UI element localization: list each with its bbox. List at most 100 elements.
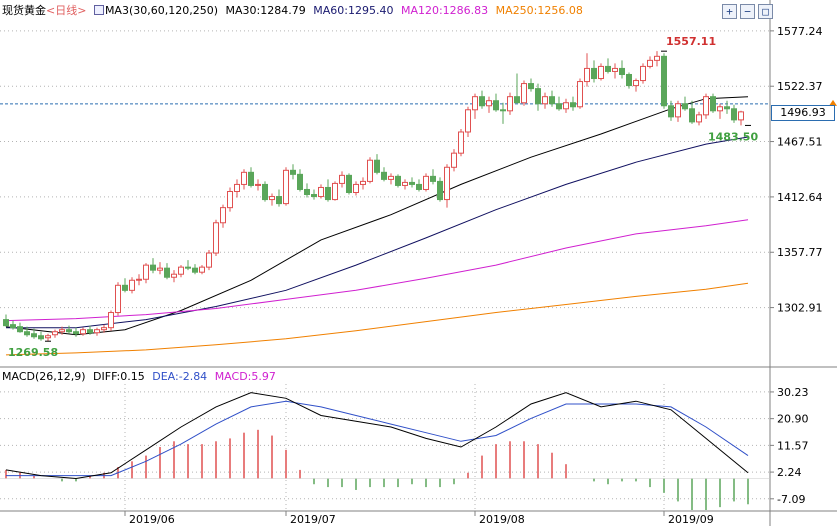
candle-body [241, 171, 247, 185]
candle [276, 189, 282, 207]
current-price-tag: 1496.93 [771, 105, 835, 121]
candle [199, 265, 205, 275]
candle-body [276, 196, 282, 205]
candle [479, 90, 485, 109]
candle [626, 72, 632, 89]
candle-body [626, 73, 632, 87]
candle [409, 177, 415, 188]
candle-body [234, 183, 240, 192]
macd-indicator-label[interactable]: MACD(26,12,9) [2, 370, 86, 383]
ma-indicator-label[interactable]: MA3(30,60,120,250) [104, 4, 219, 17]
candle-body [150, 264, 156, 271]
candle-body [437, 180, 443, 201]
candle-body [472, 96, 478, 111]
candle-body [290, 169, 296, 175]
zoom-out-icon[interactable]: − [740, 4, 755, 19]
candle-body [570, 102, 576, 108]
candle-body [206, 252, 212, 268]
candle [395, 174, 401, 188]
candle-body [591, 67, 597, 80]
candle [150, 258, 156, 274]
candle-body [164, 267, 170, 278]
candle [59, 326, 65, 335]
candle [535, 83, 541, 111]
candle [94, 327, 100, 336]
candle [31, 328, 37, 339]
dea-value: DEA:-2.84 [152, 370, 208, 383]
candle [17, 322, 23, 333]
candle [101, 324, 107, 333]
ma-line-ma60 [6, 136, 749, 329]
candle-body [136, 278, 142, 281]
candle-body [94, 329, 100, 334]
candle-body [500, 109, 506, 112]
candlestick-layer [3, 51, 744, 342]
candle [465, 106, 471, 138]
candle [262, 181, 268, 202]
candle [584, 53, 590, 87]
candle-body [577, 81, 583, 108]
candle [416, 179, 422, 192]
candle-body [80, 329, 86, 335]
candle-body [192, 267, 198, 273]
candle-body [521, 83, 527, 104]
fullscreen-icon[interactable]: □ [758, 4, 773, 19]
candle [80, 327, 86, 336]
candle [444, 164, 450, 208]
candle-body [360, 180, 366, 185]
candle [696, 111, 702, 126]
price-tick-label: 1522.37 [777, 80, 823, 93]
candle-body [444, 166, 450, 201]
candle [136, 274, 142, 286]
candle-body [353, 183, 359, 194]
candle [738, 110, 744, 126]
candle-body [493, 100, 499, 111]
candle-body [255, 183, 261, 186]
candle [507, 92, 513, 115]
candle [192, 264, 198, 275]
time-tick-label: 2019/07 [290, 513, 336, 526]
candle [255, 179, 261, 191]
candle-body [402, 181, 408, 186]
candle [248, 167, 254, 188]
candle-body [3, 319, 9, 327]
candle [360, 177, 366, 190]
candle [122, 278, 128, 293]
candle-body [605, 65, 611, 72]
indicator-icon[interactable] [93, 5, 104, 15]
candle [710, 93, 716, 113]
candle [556, 96, 562, 111]
candle [381, 167, 387, 182]
candle-body [528, 83, 534, 90]
candle-body [717, 106, 723, 112]
candle [143, 263, 149, 284]
candle [3, 314, 9, 327]
candle-body [647, 59, 653, 67]
candle-body [535, 88, 541, 105]
candle [563, 98, 569, 113]
candle [157, 262, 163, 275]
candle-body [549, 96, 555, 105]
candle-body [416, 183, 422, 190]
candle-body [423, 175, 429, 190]
candle-body [143, 264, 149, 280]
zoom-in-icon[interactable]: + [722, 4, 737, 19]
candle-body [612, 67, 618, 72]
candle-body [10, 324, 16, 329]
candle-body [52, 331, 58, 336]
candle [675, 100, 681, 122]
candle-body [458, 131, 464, 154]
candle-body [129, 279, 135, 291]
candle [87, 325, 93, 335]
candle-body [59, 329, 65, 333]
candle-body [87, 329, 93, 334]
candle [346, 173, 352, 195]
candle-body [731, 108, 737, 121]
candle [486, 96, 492, 113]
time-tick-label: 2019/09 [668, 513, 714, 526]
candle-body [654, 55, 660, 61]
period-label[interactable]: <日线> [46, 4, 87, 17]
candle [689, 100, 695, 124]
annotation-label: 1557.11 [666, 35, 716, 48]
